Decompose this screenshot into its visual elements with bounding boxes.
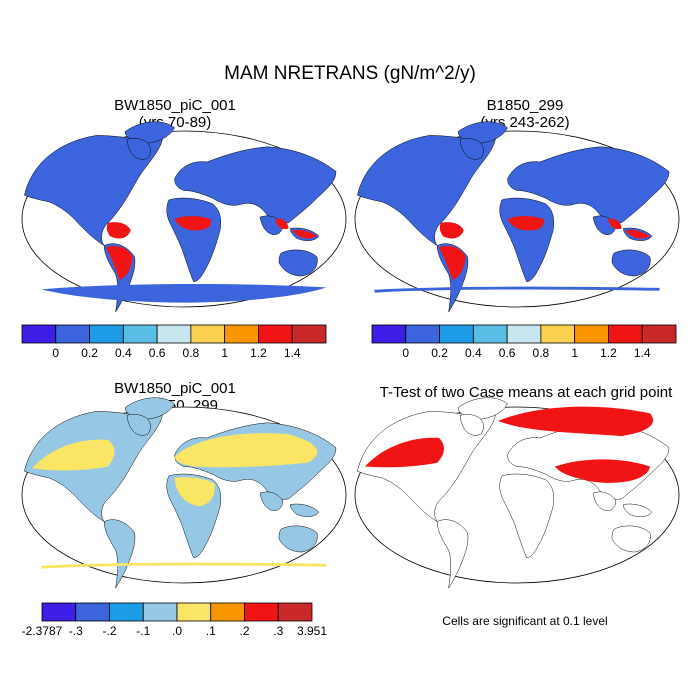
colorbar-tick-label: 1.2 xyxy=(600,346,617,360)
colorbar-swatch xyxy=(472,324,508,344)
colorbar-tick-label: 0 xyxy=(402,346,410,360)
colorbar-swatch xyxy=(608,324,643,344)
panel-title-ttest-line1: T-Test of two Case means at each grid po… xyxy=(379,384,673,401)
colorbar-tick-label: 0.4 xyxy=(464,346,482,360)
colorbar-tick-label: -2.3787 xyxy=(21,624,63,638)
colorbar-swatch xyxy=(277,602,313,622)
panel-title-case1-line1: BW1850_piC_001 xyxy=(114,97,236,114)
colorbar-swatch xyxy=(109,602,144,622)
colorbar-swatch xyxy=(439,324,474,344)
colorbar-absolute-right xyxy=(371,324,677,344)
colorbar-tick-label: 3.951 xyxy=(296,624,328,638)
map-case2 xyxy=(354,121,680,313)
colorbar-swatch xyxy=(244,602,279,622)
colorbar-tick-label: 0.2 xyxy=(81,346,98,360)
colorbar-swatch xyxy=(142,602,178,622)
panel-title-ttest: T-Test of two Case means at each grid po… xyxy=(356,384,696,401)
figure-title: MAM NRETRANS (gN/m^2/y) xyxy=(224,63,476,84)
colorbar-swatch xyxy=(641,324,677,344)
colorbar-swatch xyxy=(156,324,192,344)
colorbar-tick-label: 1.2 xyxy=(250,346,267,360)
colorbar-swatch xyxy=(21,324,57,344)
colorbar-difference xyxy=(41,602,313,622)
colorbar-tick-label: 0.2 xyxy=(431,346,448,360)
colorbar-swatch xyxy=(55,324,90,344)
colorbar-tick-label: -.1 xyxy=(136,624,151,638)
map-case1 xyxy=(21,121,347,313)
colorbar-swatch xyxy=(176,602,212,622)
map-ttest xyxy=(354,397,680,589)
colorbar-tick-label: .3 xyxy=(273,624,284,638)
colorbar-swatch xyxy=(210,602,245,622)
colorbar-tick-label: 0 xyxy=(52,346,60,360)
map-diff xyxy=(21,397,347,589)
colorbar-swatch xyxy=(540,324,576,344)
colorbar-tick-label: .2 xyxy=(239,624,250,638)
colorbar-tick-label: 0.8 xyxy=(182,346,200,360)
colorbar-tick-label: -.2 xyxy=(102,624,117,638)
colorbar-swatch xyxy=(89,324,124,344)
colorbar-tick-label: 1.4 xyxy=(283,346,301,360)
panel-title-case2-line1: B1850_299 xyxy=(486,97,564,114)
colorbar-swatch xyxy=(506,324,542,344)
significance-note: Cells are significant at 0.1 level xyxy=(442,614,608,628)
colorbar-swatch xyxy=(41,602,77,622)
colorbar-tick-label: 0.6 xyxy=(498,346,516,360)
colorbar-tick-label: 0.6 xyxy=(148,346,166,360)
colorbar-swatch xyxy=(371,324,407,344)
colorbar-swatch xyxy=(75,602,110,622)
colorbar-tick-label: .1 xyxy=(205,624,216,638)
panel-title-diff-line1: BW1850_piC_001 xyxy=(114,380,236,397)
colorbar-tick-label: 0.4 xyxy=(114,346,132,360)
colorbar-tick-label: -.3 xyxy=(68,624,83,638)
colorbar-swatch xyxy=(224,324,259,344)
colorbar-swatch xyxy=(190,324,226,344)
colorbar-swatch xyxy=(258,324,293,344)
colorbar-tick-label: 1.4 xyxy=(633,346,651,360)
colorbar-tick-label: 0.8 xyxy=(532,346,550,360)
colorbar-tick-label: .0 xyxy=(171,624,183,638)
colorbar-tick-label: 1 xyxy=(571,346,578,360)
colorbar-swatch xyxy=(574,324,609,344)
colorbar-tick-label: 1 xyxy=(221,346,228,360)
colorbar-swatch xyxy=(405,324,440,344)
colorbar-absolute-left xyxy=(21,324,327,344)
colorbar-swatch xyxy=(291,324,327,344)
colorbar-swatch xyxy=(122,324,158,344)
